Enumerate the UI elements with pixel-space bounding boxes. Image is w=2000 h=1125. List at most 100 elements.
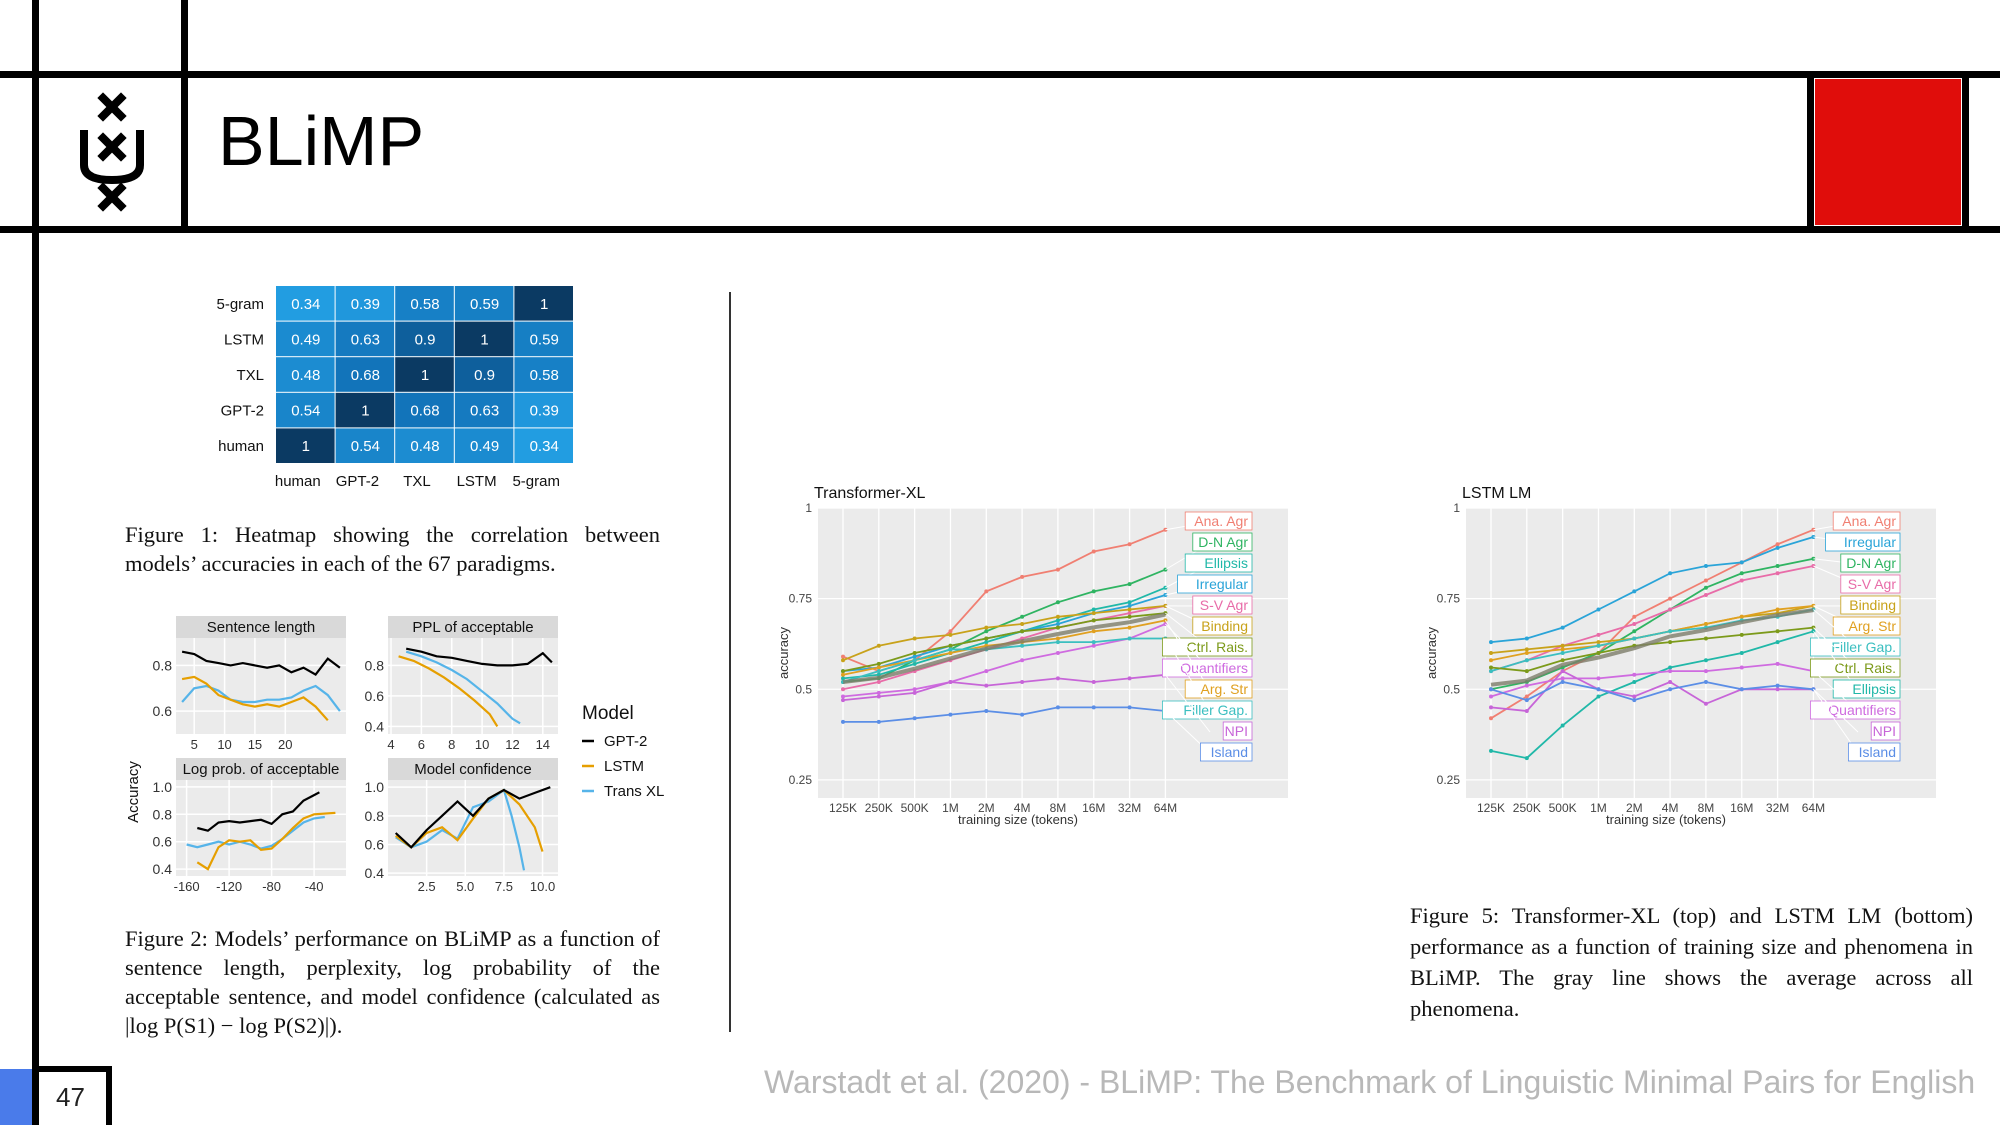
heatmap-cell-value: 0.68 <box>351 367 380 384</box>
x-tick-label: 2M <box>1626 801 1643 815</box>
series-point <box>984 629 989 634</box>
series-line-lstm <box>181 675 329 722</box>
series-point <box>1668 640 1673 645</box>
series-label: Quantifiers <box>1828 702 1896 718</box>
series-point <box>1739 651 1744 655</box>
heatmap-cell <box>395 357 454 392</box>
series-label: Binding <box>1849 597 1896 613</box>
series-point <box>1020 629 1025 634</box>
x-tick-label: 1M <box>942 801 959 815</box>
series-point <box>1703 658 1708 663</box>
series-point <box>948 651 953 655</box>
series-point <box>1055 614 1060 619</box>
series-point <box>1489 716 1493 721</box>
series-point <box>1091 589 1096 594</box>
heatmap-cell-value: 1 <box>540 296 548 313</box>
series-point <box>1775 564 1780 568</box>
legend-title: Model <box>582 703 634 724</box>
accent-square <box>1815 79 1961 225</box>
series-point <box>1560 643 1565 648</box>
series-label-box <box>1184 553 1253 573</box>
facet-strip <box>388 758 558 780</box>
series-line-gpt2 <box>197 791 320 832</box>
heatmap-cell <box>276 392 335 428</box>
heatmap-cell <box>335 428 395 463</box>
heatmap-cell <box>454 321 514 357</box>
series-point <box>984 709 989 713</box>
series-point <box>1489 658 1493 663</box>
series-point <box>1091 607 1096 612</box>
series-point <box>1775 661 1780 666</box>
series-point <box>1489 665 1493 670</box>
heatmap-row-label: TXL <box>236 367 264 384</box>
heatmap-cell <box>276 428 335 463</box>
series-point <box>948 712 953 717</box>
series-point <box>1668 669 1673 674</box>
series-point <box>1091 611 1096 616</box>
series-label: Filler Gap. <box>1831 639 1896 655</box>
series-point <box>1127 636 1132 641</box>
series-point <box>1127 676 1132 681</box>
series-point <box>876 719 881 724</box>
series-point <box>1020 712 1025 717</box>
x-axis-label: training size (tokens) <box>1606 812 1726 827</box>
series-point <box>1127 611 1132 616</box>
series-label: Irregular <box>1196 576 1248 592</box>
series-point <box>1703 669 1708 674</box>
series-point <box>1596 640 1601 645</box>
x-tick-label: 4M <box>1662 801 1679 815</box>
y-axis-label: Accuracy <box>125 761 142 823</box>
x-tick-label: 8M <box>1698 801 1715 815</box>
heatmap-cell-value: 0.48 <box>410 438 439 455</box>
series-label: Island <box>1859 744 1896 760</box>
series-label-box <box>1840 595 1901 615</box>
label-leader <box>1164 620 1211 691</box>
series-label: Ellipsis <box>1852 681 1896 697</box>
heatmap-cell <box>395 321 454 357</box>
series-point <box>1524 694 1529 699</box>
series-point <box>1632 694 1637 699</box>
series-point <box>1524 651 1529 655</box>
series-point <box>1632 614 1637 619</box>
series-label-box <box>1199 742 1253 762</box>
series-point <box>1020 658 1025 663</box>
series-line <box>1490 630 1814 760</box>
transformer-xl-chart: Transformer-XL1 0.75 0.5 0.25 125K 250K 500K 1M… <box>776 485 1288 827</box>
x-tick-label: 7.5 <box>495 879 513 894</box>
page-box-top <box>32 1066 112 1072</box>
series-point <box>1596 632 1601 637</box>
heatmap-cell-value: 1 <box>421 367 429 384</box>
series-point <box>1739 687 1744 692</box>
series-point <box>984 683 989 688</box>
series-label-box <box>1809 658 1901 678</box>
x-tick-label: 10 <box>475 737 489 752</box>
y-tick-label: 1.0 <box>365 779 385 795</box>
x-tick-label: 10 <box>217 737 231 752</box>
x-tick-label: 15 <box>248 737 262 752</box>
x-tick-label: 125K <box>1477 801 1505 815</box>
series-line <box>842 637 1166 683</box>
heatmap-col-label: LSTM <box>457 473 497 490</box>
series-point <box>1524 683 1529 688</box>
series-label: Island <box>1211 744 1248 760</box>
heatmap-cell-value: 0.59 <box>470 296 499 313</box>
x-tick-label: 14 <box>536 737 550 752</box>
heatmap-cell <box>395 392 454 428</box>
series-point <box>984 669 989 674</box>
x-tick-label: 2.5 <box>418 879 436 894</box>
x-tick-label: 6 <box>418 737 425 752</box>
label-leader <box>1813 688 1859 733</box>
heatmap-cell <box>395 286 454 321</box>
facet-strip <box>176 758 346 780</box>
x-tick-label: -80 <box>262 879 281 894</box>
series-point <box>912 658 917 663</box>
x-axis-label: training size (tokens) <box>958 812 1078 827</box>
y-axis-label: accuracy <box>1424 626 1439 679</box>
x-tick-label: 5.0 <box>456 879 474 894</box>
series-point <box>876 680 881 684</box>
legend-label: Trans XL <box>604 783 664 800</box>
series-label-box <box>1192 532 1253 552</box>
series-point <box>1127 607 1132 612</box>
y-tick-label: 0.6 <box>365 836 385 852</box>
series-point <box>841 669 845 674</box>
